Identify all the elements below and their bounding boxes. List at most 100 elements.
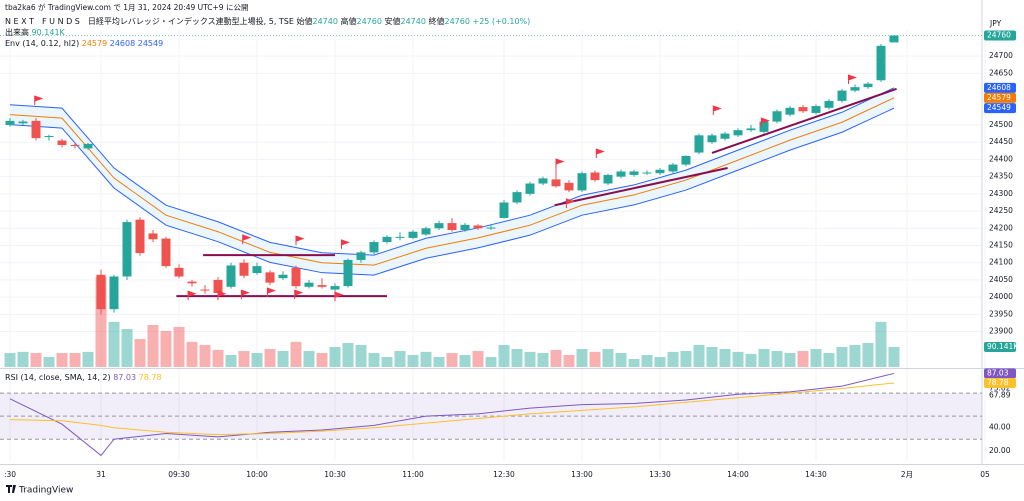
volume-badge-bg — [984, 341, 1016, 352]
volume-bar — [459, 355, 471, 367]
y-tick-label: 24000 — [989, 292, 1013, 301]
rsi-tick-label: 20.00 — [989, 446, 1011, 455]
volume-bar — [4, 353, 16, 367]
x-tick-label: 11:00 — [402, 470, 424, 479]
volume-bar — [576, 349, 588, 367]
candle-body — [590, 172, 600, 181]
candle-body — [772, 111, 782, 122]
env-badge: 24608 — [987, 83, 1011, 92]
flag — [341, 239, 350, 249]
rsi-badge: 87.03 — [987, 368, 1009, 377]
rsi-last: 87.03 — [113, 373, 136, 382]
volume-bar — [602, 349, 614, 367]
y-tick-label: 24250 — [989, 206, 1013, 215]
rsi-sma-last: 78.78 — [139, 373, 162, 382]
candle-body — [603, 174, 613, 184]
candle-body — [447, 223, 457, 230]
candle-body — [421, 228, 431, 235]
y-tick-label: 24500 — [989, 120, 1013, 129]
plot-layer: :30 31 09:30 10:00 10:30 11:00 12:30 13:00 13:30… — [0, 0, 1024, 479]
flag — [240, 289, 250, 300]
volume-bar — [667, 351, 679, 367]
volume-bar — [615, 353, 627, 367]
candle-body — [31, 120, 41, 139]
env-badge: 24579 — [987, 93, 1011, 102]
candle-body — [642, 172, 652, 174]
candle-body — [291, 267, 301, 287]
rsi-badge: 78.78 — [987, 378, 1009, 387]
x-tick-label: 13:00 — [571, 470, 593, 479]
volume-bar — [303, 351, 315, 367]
volume-bar — [589, 351, 601, 367]
rsi-badge-bg — [984, 368, 1016, 379]
candle-body — [109, 276, 119, 310]
rsi-line — [9, 382, 895, 436]
candle-body — [837, 90, 847, 101]
symbol-line: N E X T F U N D S 日経平均レバレッジ・インデックス連動型上場投… — [5, 16, 530, 26]
rsi-legend: RSI (14, close, SMA, 14, 2) 87.03 78.78 — [5, 373, 162, 382]
volume-bar — [836, 347, 848, 367]
candle-body — [265, 272, 275, 283]
volume-bar — [680, 351, 692, 367]
x-tick-label: 31 — [96, 470, 106, 479]
volume-bar — [69, 353, 81, 367]
volume-bar — [849, 345, 861, 367]
volume-bar — [394, 351, 406, 367]
rsi-line — [9, 372, 895, 457]
volume-bar — [17, 351, 29, 367]
flag — [242, 234, 252, 245]
volume-bar — [134, 339, 146, 367]
trend-line — [554, 167, 728, 207]
volume-bar — [147, 325, 159, 367]
close-value: 24760 — [444, 17, 469, 26]
volume-bar — [797, 351, 809, 367]
currency: JPY — [989, 19, 1002, 28]
candle-body — [304, 282, 314, 287]
volume-bar — [316, 353, 328, 367]
x-tick-label: 14:00 — [727, 470, 749, 479]
x-tick-label: 14:30 — [805, 470, 827, 479]
y-tick-label: 24150 — [989, 240, 1013, 249]
candle-body — [57, 140, 67, 145]
y-tick-label: 24200 — [989, 223, 1013, 232]
volume-bar — [342, 343, 354, 367]
volume-bar — [693, 345, 705, 367]
candle-body — [408, 231, 418, 238]
candle-body — [824, 100, 834, 108]
candle-body — [694, 135, 704, 153]
candle-body — [889, 35, 899, 43]
candle-body — [356, 252, 366, 260]
flag — [595, 148, 605, 159]
volume-bar — [173, 327, 185, 367]
volume-bar — [446, 353, 458, 367]
flag — [565, 198, 575, 208]
candle-body — [343, 259, 353, 287]
candle-body — [5, 120, 15, 126]
low-value: 24740 — [400, 17, 425, 26]
y-tick-label: 24400 — [989, 154, 1013, 163]
flag — [712, 105, 722, 116]
volume-bar — [407, 355, 419, 367]
candle-body — [460, 224, 470, 230]
volume-bar — [732, 351, 744, 367]
candle-body — [317, 285, 327, 287]
volume-bar — [745, 353, 757, 367]
trend-line — [711, 87, 897, 154]
y-tick-label: 23950 — [989, 309, 1013, 318]
logo — [6, 485, 16, 493]
volume-bar — [238, 351, 250, 367]
candle-body — [70, 144, 80, 146]
volume-bar — [121, 329, 133, 367]
candle-body — [369, 242, 379, 253]
candle-body — [330, 286, 340, 290]
env-mid: 24579 — [82, 39, 107, 48]
candle-body — [525, 183, 535, 194]
volume-bar — [511, 349, 523, 367]
open-label: 始値 — [296, 16, 312, 26]
candle-body — [785, 107, 795, 115]
candle-body — [798, 107, 808, 112]
symbol: N E X T F U N D S 日経平均レバレッジ・インデックス連動型上場投… — [5, 16, 294, 26]
volume-bar — [706, 347, 718, 367]
